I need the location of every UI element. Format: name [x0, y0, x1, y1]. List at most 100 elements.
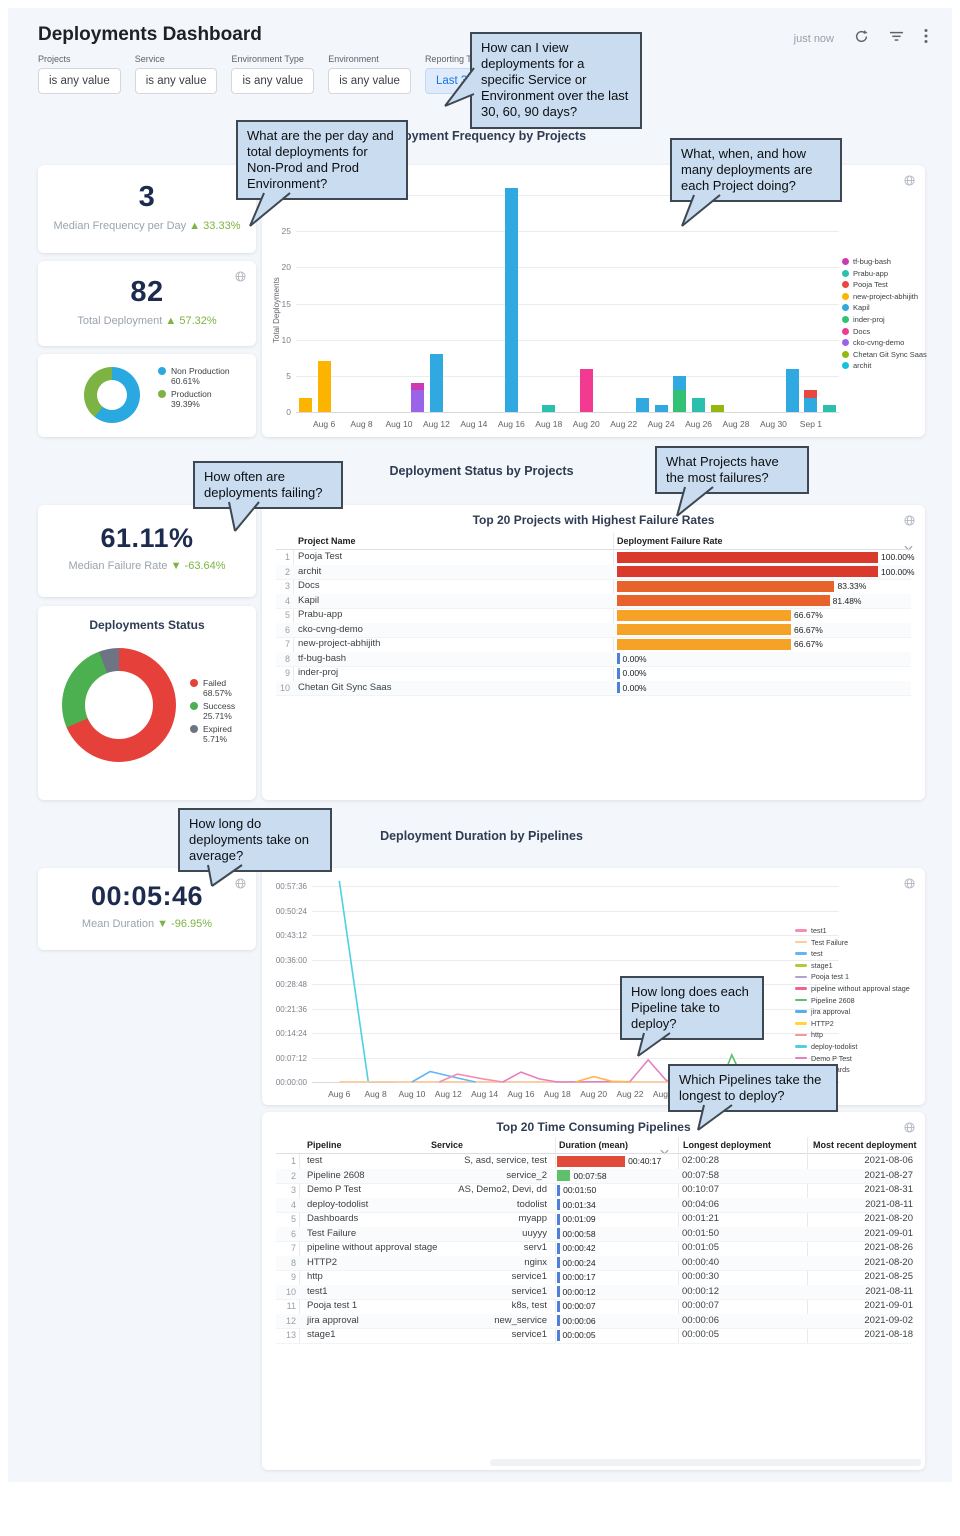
table-row[interactable]: 11 Pooja test 1 k8s, test 00:00:07 00:00:07 2…: [276, 1299, 913, 1315]
col-header-project-name[interactable]: Project Name: [298, 536, 356, 546]
legend-item[interactable]: Production 39.39%: [158, 389, 230, 409]
table-row[interactable]: 7 new-project-abhijith 66.67%: [276, 637, 911, 653]
line-series-test1[interactable]: [438, 1073, 503, 1083]
filter-value-service[interactable]: is any value: [134, 68, 218, 94]
bar-aug20-docs[interactable]: [579, 368, 593, 412]
legend-item-inder-proj[interactable]: inder-proj: [842, 315, 927, 324]
legend-item-cko-cvng-demo[interactable]: cko-cvng-demo: [842, 338, 927, 347]
status-donut-chart[interactable]: [62, 648, 176, 762]
explore-globe-icon[interactable]: [235, 876, 246, 894]
bar-aug11-tf-bug-bash[interactable]: [411, 383, 425, 391]
table-row[interactable]: 6 cko-cvng-demo 66.67%: [276, 622, 911, 638]
environment-donut-chart[interactable]: [84, 367, 140, 423]
table-row[interactable]: 1 test S, asd, service, test 00:40:17 02:00:…: [276, 1154, 913, 1170]
explore-globe-icon[interactable]: [235, 269, 246, 287]
legend-item-tf-bug-bash[interactable]: tf-bug-bash: [842, 257, 927, 266]
bar-aug6-new-project-abhijith[interactable]: [317, 361, 331, 412]
legend-item-prabu-app[interactable]: Prabu-app: [842, 269, 927, 278]
col-header-service[interactable]: Service: [431, 1140, 464, 1150]
filter-value-environment[interactable]: is any value: [328, 68, 411, 94]
col-header-failure-rate[interactable]: Deployment Failure Rate: [617, 536, 723, 546]
table-row[interactable]: 1 Pooja Test 100.00%: [276, 550, 915, 566]
table-row[interactable]: 5 Dashboards myapp 00:01:09 00:01:21 2021-08-…: [276, 1212, 913, 1228]
legend-item-jira-approval[interactable]: jira approval: [795, 1007, 910, 1016]
filter-toggle-icon[interactable]: [889, 30, 904, 48]
table-row[interactable]: 10 Chetan Git Sync Saas 0.00%: [276, 680, 911, 696]
legend-item-pooja-test[interactable]: Pooja Test: [842, 280, 927, 289]
bar-aug24-kapil[interactable]: [654, 404, 668, 412]
table-row[interactable]: 3 Docs 83.33%: [276, 579, 911, 595]
bar-aug27-chetan-git-sync-saas[interactable]: [710, 404, 724, 412]
legend-item-kapil[interactable]: Kapil: [842, 303, 927, 312]
legend-item-test[interactable]: test: [795, 949, 910, 958]
refresh-icon[interactable]: [854, 29, 869, 49]
legend-item-test-failure[interactable]: Test Failure: [795, 938, 910, 947]
table-row[interactable]: 7 pipeline without approval stage serv1 00:…: [276, 1241, 913, 1257]
legend-item-new-project-abhijith[interactable]: new-project-abhijith: [842, 292, 927, 301]
legend-item-test1[interactable]: test1: [795, 926, 910, 935]
bar-aug11-cko-cvng-demo[interactable]: [411, 390, 425, 412]
duration-mean-bar: [557, 1242, 560, 1254]
table-row[interactable]: 4 Kapil 81.48%: [276, 593, 911, 609]
col-header-longest-deployment[interactable]: Longest deployment: [683, 1140, 772, 1150]
table-row[interactable]: 6 Test Failure uuyyy 00:00:58 00:01:50 2021-0…: [276, 1226, 913, 1242]
legend-item-http2[interactable]: HTTP2: [795, 1019, 910, 1028]
bar-aug26-prabu-app[interactable]: [692, 397, 706, 412]
table-row[interactable]: 2 archit 100.00%: [276, 564, 915, 580]
bar-aug5-new-project-abhijith[interactable]: [298, 397, 312, 412]
table-row[interactable]: 9 inder-proj 0.00%: [276, 666, 911, 682]
legend-item-pipeline-without-approval-stage[interactable]: pipeline without approval stage: [795, 984, 910, 993]
legend-item-docs[interactable]: Docs: [842, 327, 927, 336]
table-row[interactable]: 5 Prabu-app 66.67%: [276, 608, 911, 624]
bar-aug25-inder-proj[interactable]: [673, 390, 687, 412]
service-names: S, asd, service, test: [464, 1155, 547, 1166]
bar-aug31-kapil[interactable]: [785, 368, 799, 412]
bar-sep2-prabu-app[interactable]: [823, 404, 837, 412]
col-header-duration-mean[interactable]: Duration (mean): [559, 1140, 629, 1150]
line-series-deploy-todolist[interactable]: [338, 880, 394, 1083]
service-names: new_service: [494, 1314, 547, 1326]
legend-item-pooja-test-1[interactable]: Pooja test 1: [795, 972, 910, 981]
legend-item-deploy-todolist[interactable]: deploy-todolist: [795, 1042, 910, 1051]
table-row[interactable]: 3 Demo P Test AS, Demo2, Devi, dd 00:01:50 0…: [276, 1183, 913, 1199]
service-names: serv1: [523, 1242, 547, 1253]
explore-globe-icon[interactable]: [904, 876, 915, 894]
legend-item[interactable]: Non Production 60.61%: [158, 366, 230, 386]
explore-globe-icon[interactable]: [904, 1120, 915, 1138]
row-rank: 8: [290, 1257, 296, 1268]
bar-sep1-pooja-test[interactable]: [804, 390, 818, 398]
legend-item-chetan-git-sync-saas[interactable]: Chetan Git Sync Saas: [842, 350, 927, 359]
kebab-menu-icon[interactable]: [924, 28, 928, 49]
line-series-dashboards[interactable]: [575, 1075, 631, 1083]
legend-item[interactable]: Success 25.71%: [190, 701, 254, 721]
explore-globe-icon[interactable]: [904, 513, 915, 531]
col-header-pipeline[interactable]: Pipeline: [307, 1140, 342, 1150]
legend-item-stage1[interactable]: stage1: [795, 961, 910, 970]
table-row[interactable]: 9 http service1 00:00:17 00:00:30 2021-08-25: [276, 1270, 913, 1286]
legend-item-demo-p-test[interactable]: Demo P Test: [795, 1054, 910, 1063]
table-row[interactable]: 8 HTTP2 nginx 00:00:24 00:00:40 2021-08-20: [276, 1255, 913, 1271]
legend-item[interactable]: Failed 68.57%: [190, 678, 254, 698]
explore-globe-icon[interactable]: [904, 173, 915, 191]
bar-aug16-kapil[interactable]: [504, 187, 518, 412]
table-row[interactable]: 10 test1 service1 00:00:12 00:00:12 2021-08-1…: [276, 1284, 913, 1300]
filter-value-projects[interactable]: is any value: [38, 68, 121, 94]
table-row[interactable]: 12 jira approval new_service 00:00:06 00:00:…: [276, 1313, 913, 1329]
bar-aug23-kapil[interactable]: [635, 397, 649, 412]
legend-item[interactable]: Expired 5.71%: [190, 724, 254, 744]
legend-item-http[interactable]: http: [795, 1030, 910, 1039]
table-row[interactable]: 8 tf-bug-bash 0.00%: [276, 651, 911, 667]
bar-sep1-kapil[interactable]: [804, 397, 818, 412]
table-row[interactable]: 2 Pipeline 2608 service_2 00:07:58 00:07:58 2…: [276, 1168, 913, 1184]
table-row[interactable]: 4 deploy-todolist todolist 00:01:34 00:04:06…: [276, 1197, 913, 1213]
bar-aug18-prabu-app[interactable]: [542, 404, 556, 412]
bar-aug12-kapil[interactable]: [429, 354, 443, 412]
horizontal-scrollbar[interactable]: [490, 1459, 921, 1466]
legend-item-archit[interactable]: archit: [842, 361, 927, 370]
table-row[interactable]: 13 stage1 service1 00:00:05 00:00:05 2021-08-…: [276, 1328, 913, 1344]
filter-value-environment-type[interactable]: is any value: [231, 68, 315, 94]
line-series-test[interactable]: [411, 1070, 476, 1083]
legend-item-pipeline-2608[interactable]: Pipeline 2608: [795, 996, 910, 1005]
bar-aug25-kapil[interactable]: [673, 375, 687, 391]
col-header-most-recent[interactable]: Most recent deployment: [813, 1140, 917, 1150]
